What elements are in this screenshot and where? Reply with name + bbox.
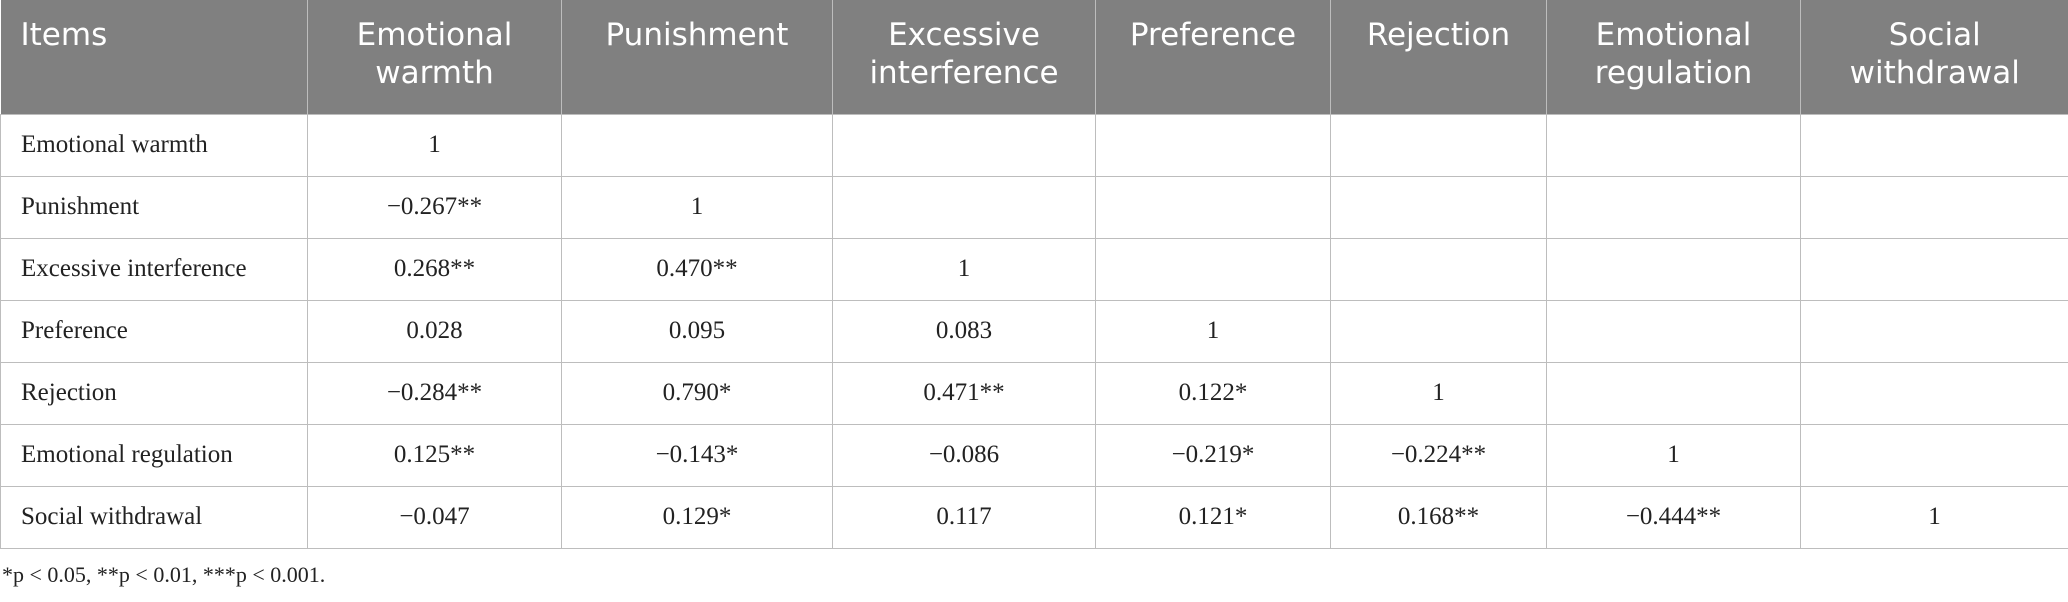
empty-cell	[1330, 175, 1547, 239]
cell-value: 0.028	[307, 299, 562, 363]
cell-value: −0.444**	[1546, 485, 1801, 549]
cell-value: 1	[307, 113, 562, 177]
cell-value: 0.125**	[307, 423, 562, 487]
empty-cell	[1546, 299, 1801, 363]
empty-cell	[832, 175, 1096, 239]
cell-value: 0.095	[561, 299, 833, 363]
empty-cell	[1330, 237, 1547, 301]
header-row: Items Emotional warmth Punishment Excessive…	[0, 0, 2068, 114]
empty-cell	[1800, 299, 2068, 363]
empty-cell	[1546, 113, 1801, 177]
cell-value: 0.471**	[832, 361, 1096, 425]
table-row: Emotional regulation 0.125** −0.143* −0.086…	[0, 423, 2068, 487]
table-row: Rejection −0.284** 0.790* 0.471** 0.122* 1	[0, 361, 2068, 425]
table-row: Excessive interference 0.268** 0.470** 1	[0, 237, 2068, 301]
row-label: Emotional warmth	[0, 113, 308, 177]
cell-value: 1	[1095, 299, 1331, 363]
cell-value: −0.284**	[307, 361, 562, 425]
cell-value: −0.267**	[307, 175, 562, 239]
cell-value: 0.117	[832, 485, 1096, 549]
row-label: Emotional regulation	[0, 423, 308, 487]
cell-value: 1	[832, 237, 1096, 301]
cell-value: 1	[1800, 485, 2068, 549]
empty-cell	[1095, 175, 1331, 239]
row-label: Punishment	[0, 175, 308, 239]
table-body: Emotional warmth 1 Punishment −0.267** 1 Exce…	[0, 113, 2068, 549]
empty-cell	[561, 113, 833, 177]
cell-value: 0.121*	[1095, 485, 1331, 549]
row-label: Preference	[0, 299, 308, 363]
empty-cell	[1800, 423, 2068, 487]
cell-value: −0.143*	[561, 423, 833, 487]
cell-value: −0.086	[832, 423, 1096, 487]
empty-cell	[1330, 113, 1547, 177]
cell-value: 0.268**	[307, 237, 562, 301]
table-row: Punishment −0.267** 1	[0, 175, 2068, 239]
empty-cell	[1800, 175, 2068, 239]
empty-cell	[1095, 237, 1331, 301]
cell-value: −0.047	[307, 485, 562, 549]
empty-cell	[832, 113, 1096, 177]
cell-value: 0.129*	[561, 485, 833, 549]
empty-cell	[1800, 237, 2068, 301]
column-header: Excessive interference	[832, 0, 1096, 114]
table-row: Preference 0.028 0.095 0.083 1	[0, 299, 2068, 363]
column-header: Emotional warmth	[307, 0, 562, 114]
column-header: Emotional regulation	[1546, 0, 1801, 114]
empty-cell	[1330, 299, 1547, 363]
cell-value: 1	[1546, 423, 1801, 487]
footnote: *p < 0.05, **p < 0.01, ***p < 0.001.	[2, 562, 326, 587]
empty-cell	[1095, 113, 1331, 177]
empty-cell	[1546, 237, 1801, 301]
empty-cell	[1800, 113, 2068, 177]
empty-cell	[1546, 175, 1801, 239]
cell-value: −0.224**	[1330, 423, 1547, 487]
row-label: Excessive interference	[0, 237, 308, 301]
cell-value: 0.168**	[1330, 485, 1547, 549]
cell-value: 1	[1330, 361, 1547, 425]
column-header: Preference	[1095, 0, 1331, 114]
row-label: Rejection	[0, 361, 308, 425]
column-header: Rejection	[1330, 0, 1547, 114]
column-header: Punishment	[561, 0, 833, 114]
table-row: Social withdrawal −0.047 0.129* 0.117 0.121*…	[0, 485, 2068, 549]
empty-cell	[1800, 361, 2068, 425]
column-header: Social withdrawal	[1800, 0, 2068, 114]
cell-value: 1	[561, 175, 833, 239]
cell-value: 0.083	[832, 299, 1096, 363]
row-label: Social withdrawal	[0, 485, 308, 549]
empty-cell	[1546, 361, 1801, 425]
cell-value: 0.470**	[561, 237, 833, 301]
cell-value: −0.219*	[1095, 423, 1331, 487]
column-header: Items	[0, 0, 308, 114]
cell-value: 0.122*	[1095, 361, 1331, 425]
cell-value: 0.790*	[561, 361, 833, 425]
table-row: Emotional warmth 1	[0, 113, 2068, 177]
correlation-table: Items Emotional warmth Punishment Excessive…	[0, 0, 2068, 549]
